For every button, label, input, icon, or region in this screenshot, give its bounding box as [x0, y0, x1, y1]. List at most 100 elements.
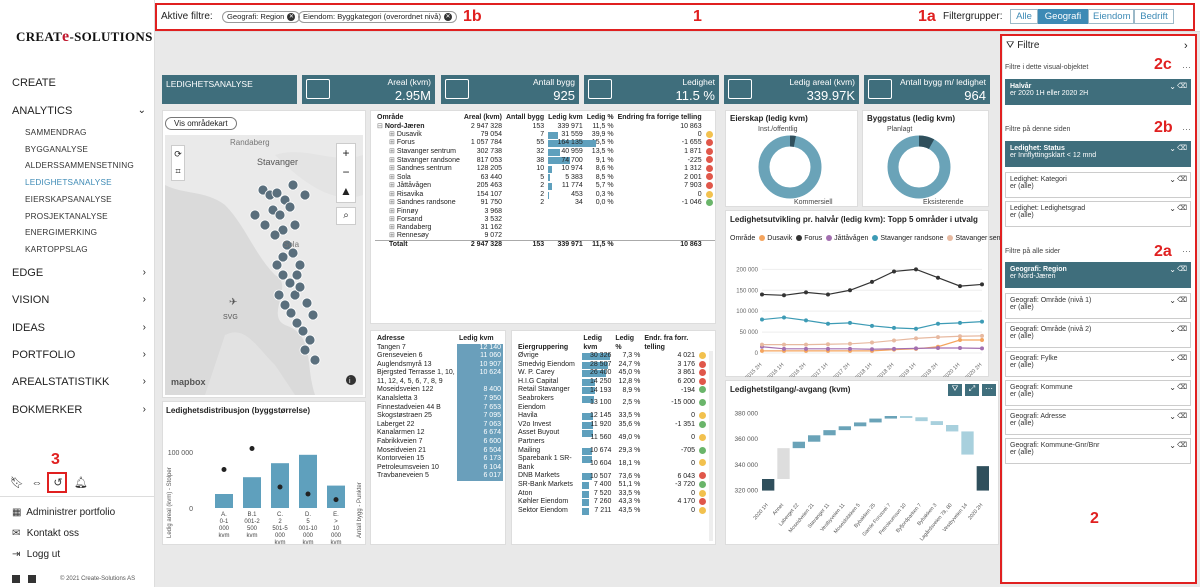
table-row[interactable]: ⊞ Sandnes sentrum 128 205 10 10 974 8,6 % 1 3…: [375, 164, 715, 174]
column-header[interactable]: Ledig %: [586, 114, 614, 121]
donut-slice-minor[interactable]: [918, 135, 935, 150]
series-point[interactable]: [980, 319, 984, 324]
series-point[interactable]: [936, 321, 940, 326]
show-area-map-button[interactable]: Vis områdekart: [165, 117, 237, 130]
table-row[interactable]: Sektor Eiendom 7 211 43,5 % 0: [516, 507, 708, 516]
map-marker[interactable]: [281, 239, 293, 251]
filter-card[interactable]: Ledighet: Kategori er (alle) ⌄ ⌫: [1005, 172, 1191, 198]
expand-icon[interactable]: ⊞: [389, 232, 397, 240]
filter-group-alle[interactable]: Alle: [1010, 9, 1038, 24]
filter-card[interactable]: Geografi: Område (nivå 1) er (alle) ⌄ ⌫: [1005, 293, 1191, 319]
map-marker[interactable]: [297, 325, 309, 337]
waterfall-bar[interactable]: [900, 416, 913, 418]
table-row[interactable]: ⊞ Forus 1 057 784 55 164 135 15,5 % -1 655: [375, 139, 715, 148]
reset-icon[interactable]: ↺: [53, 477, 63, 489]
subnav-item-ledighetsanalyse[interactable]: LEDIGHETSANALYSE: [25, 178, 112, 188]
series-point[interactable]: [892, 325, 896, 330]
series-point[interactable]: [760, 342, 764, 347]
table-row[interactable]: H.I.G Capital 14 250 12,8 % 6 200: [516, 378, 708, 387]
expand-icon[interactable]: ⊞: [389, 165, 397, 173]
legend-item[interactable]: Dusavik: [759, 235, 792, 242]
waterfall-bar[interactable]: [792, 441, 805, 449]
series-point[interactable]: [826, 346, 830, 351]
chevron-down-icon[interactable]: ⌄: [1169, 204, 1176, 213]
expand-icon[interactable]: ⊞: [389, 224, 397, 232]
expand-icon[interactable]: ⊞: [389, 182, 397, 190]
waterfall-bar[interactable]: [884, 416, 897, 419]
map-marker[interactable]: [271, 259, 283, 271]
map-marker[interactable]: [249, 209, 261, 221]
subnav-item-bygganalyse[interactable]: BYGGANALYSE: [25, 144, 89, 154]
map-marker[interactable]: [259, 219, 271, 231]
series-point[interactable]: [870, 347, 874, 352]
series-point[interactable]: [826, 292, 830, 297]
table-row[interactable]: Skogstøstraen 25 7 095: [377, 412, 503, 421]
waterfall-bar[interactable]: [762, 479, 775, 491]
series-point[interactable]: [958, 345, 962, 350]
series-point[interactable]: [760, 292, 764, 297]
table-row[interactable]: ⊞ Rennesøy 9 072: [389, 232, 502, 240]
point[interactable]: [333, 497, 339, 503]
waterfall-bar[interactable]: [777, 448, 790, 479]
facebook-icon[interactable]: [12, 575, 20, 583]
filter-card[interactable]: Geografi: Fylke er (alle) ⌄ ⌫: [1005, 351, 1191, 377]
chevron-down-icon[interactable]: ⌄: [1169, 412, 1176, 421]
waterfall-bar[interactable]: [838, 426, 851, 431]
subnav-item-eierskapsanalyse[interactable]: EIERSKAPSANALYSE: [25, 194, 112, 204]
filter-group-eiendom[interactable]: Eiendom: [1088, 9, 1134, 24]
map-marker[interactable]: [284, 277, 296, 289]
series-point[interactable]: [870, 279, 874, 284]
table-row[interactable]: Aton 7 520 33,5 % 0: [516, 490, 708, 499]
series-point[interactable]: [914, 267, 918, 272]
map-marker[interactable]: [294, 281, 306, 293]
waterfall-bar[interactable]: [915, 417, 928, 422]
bell-icon[interactable]: 🔔︎: [74, 477, 88, 489]
filter-group-bedrift[interactable]: Bedrift: [1134, 9, 1174, 24]
bookmark-icon[interactable]: 🔖︎: [10, 477, 24, 489]
legend-item[interactable]: Stavanger randsone: [872, 235, 943, 242]
series-point[interactable]: [980, 333, 984, 338]
subnav-item-kartoppslag[interactable]: KARTOPPSLAG: [25, 244, 88, 254]
series-point[interactable]: [848, 288, 852, 293]
map-marker[interactable]: [269, 229, 281, 241]
owner-table[interactable]: Eiergruppering Ledig kvm Ledig % Endr. fra …: [516, 335, 708, 515]
ownership-donut[interactable]: Inst./offentlig Kommersiell: [726, 125, 859, 207]
waterfall-bar[interactable]: [930, 421, 943, 425]
expand-icon[interactable]: ⊞: [389, 147, 397, 155]
expand-icon[interactable]: ⊞: [389, 190, 397, 198]
series-point[interactable]: [760, 317, 764, 322]
map-marker[interactable]: [273, 289, 285, 301]
column-header[interactable]: Ledig kvm: [459, 335, 494, 342]
table-row[interactable]: Grenseveien 6 11 060: [377, 352, 503, 361]
chevron-down-icon[interactable]: ⌄: [1169, 296, 1176, 305]
table-row[interactable]: SR-Bank Markets 7 400 51,1 % -3 720: [516, 481, 708, 490]
table-row[interactable]: ⊞ Dusavik 79 054 7 31 559 39,9 % 0: [375, 130, 715, 140]
collapse-icon[interactable]: ⇔: [31, 477, 43, 489]
table-row[interactable]: ⊞ Forsand 3 532: [389, 215, 502, 223]
series-point[interactable]: [914, 336, 918, 341]
bar[interactable]: [299, 454, 317, 508]
series-point[interactable]: [826, 342, 830, 347]
column-header[interactable]: Endring fra forrige telling: [617, 114, 702, 121]
table-row[interactable]: Retail Stavanger 14 193 8,9 % -194: [516, 386, 708, 395]
waterfall-bar[interactable]: [823, 430, 836, 436]
map-search-icon[interactable]: ⌕: [336, 207, 356, 225]
legend-item[interactable]: Stavanger sen...: [947, 235, 1006, 242]
table-row[interactable]: Moseidveien 21 6 504: [377, 446, 503, 456]
filter-card[interactable]: Geografi: Region er Nord-Jæren ⌄ ⌫: [1005, 262, 1191, 288]
filter-card[interactable]: Halvår er 2020 1H eller 2020 2H ⌄ ⌫: [1005, 79, 1191, 105]
series-point[interactable]: [958, 338, 962, 343]
logo[interactable]: CREATe-SOLUTIONS: [16, 28, 153, 45]
eraser-icon[interactable]: ⌫: [1177, 266, 1187, 273]
series-point[interactable]: [782, 293, 786, 298]
table-row[interactable]: ⊞ Stavanger randsone 817 053 38 74 700 9,1 %…: [375, 156, 715, 165]
table-row[interactable]: ⊞ Sola 63 440 5 5 383 8,5 % 2 001: [375, 173, 715, 182]
map-marker[interactable]: [285, 307, 297, 319]
series-point[interactable]: [870, 323, 874, 328]
series-point[interactable]: [804, 346, 808, 351]
eraser-icon[interactable]: ⌫: [1177, 205, 1187, 212]
donut-slice-main[interactable]: [887, 135, 951, 199]
filter-chip-byggkategori[interactable]: Eiendom: Byggkategori (overordnet nivå) ✕: [298, 11, 458, 23]
column-header[interactable]: Område: [377, 114, 404, 121]
